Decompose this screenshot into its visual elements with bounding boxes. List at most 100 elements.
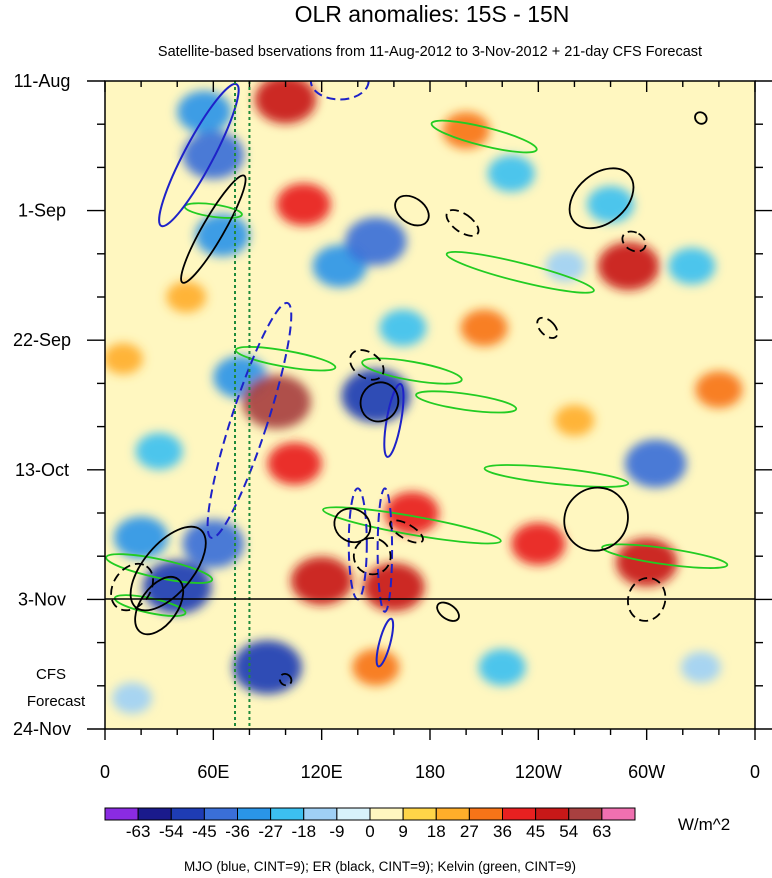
er-contour-12 [568, 167, 635, 230]
chart-subtitle: Satellite-based bservations from 11-Aug-… [158, 44, 702, 60]
colorbar-label-4: -27 [258, 822, 283, 841]
anomaly-cell-21 [267, 442, 322, 485]
colorbar-label-3: -36 [225, 822, 250, 841]
anomaly-cell-4 [345, 217, 407, 266]
anomaly-cell-10 [113, 516, 169, 559]
anomaly-cell-17 [135, 432, 183, 470]
anomaly-cell-18 [254, 81, 317, 124]
colorbar-swatch-9 [402, 807, 437, 821]
anomaly-cell-22 [290, 556, 353, 605]
kelvin-contour-0 [430, 119, 538, 154]
x-tick-label-3: 180 [415, 762, 445, 782]
colorbar-swatch-8 [369, 807, 404, 821]
colorbar-label-10: 27 [460, 822, 479, 841]
anomaly-cell-1 [182, 130, 245, 180]
anomaly-cell-30 [442, 111, 490, 149]
er-contour-5 [349, 349, 385, 381]
kelvin-contour-6 [322, 506, 502, 545]
colorbar-swatch-4 [237, 807, 272, 821]
x-tick-label-0: 0 [100, 762, 110, 782]
wave-contours [105, 81, 729, 687]
kelvin-contour-9 [415, 390, 518, 414]
mjo-contour-0 [158, 82, 240, 228]
er-contour-6 [394, 194, 430, 227]
colorbar-swatch-1 [137, 807, 172, 821]
colorbar-swatch-12 [502, 807, 537, 821]
anomaly-cell-6 [487, 155, 535, 192]
er-contour-9 [352, 537, 392, 576]
kelvin-contour-3 [361, 357, 463, 385]
colorbar-swatch-13 [535, 807, 570, 821]
anomaly-cell-28 [511, 522, 566, 566]
kelvin-contour-4 [234, 346, 337, 372]
reference-lines [234, 81, 251, 729]
colorbar-swatch-3 [203, 807, 238, 821]
forecast-label-forecast: Forecast [27, 693, 86, 710]
colorbar-label-8: 9 [398, 822, 407, 841]
er-contour-2 [134, 576, 185, 636]
er-contour-10 [389, 519, 424, 544]
y-tick-label-5: 24-Nov [13, 719, 71, 739]
anomaly-cell-27 [460, 309, 508, 347]
anomaly-cell-16 [478, 648, 526, 686]
anomaly-cell-12 [182, 519, 245, 568]
kelvin-contour-8 [601, 543, 729, 569]
colorbar-label-9: 18 [427, 822, 446, 841]
anomaly-cell-20 [242, 375, 311, 429]
kelvin-contour-1 [445, 250, 595, 294]
anomaly-cell-24 [384, 491, 440, 535]
colorbar-swatch-14 [568, 807, 603, 821]
anomaly-cell-13 [233, 640, 302, 695]
anomaly-cell-36 [545, 250, 586, 282]
x-tick-label-4: 120W [515, 762, 562, 782]
er-contour-0 [180, 174, 247, 284]
er-contour-18 [278, 672, 293, 687]
x-tick-label-6: 0 [750, 762, 760, 782]
colorbar-label-0: -63 [126, 822, 151, 841]
chart-title: OLR anomalies: 15S - 15N [295, 1, 570, 27]
anomaly-cell-32 [105, 343, 143, 375]
er-contour-8 [333, 507, 372, 544]
anomaly-cell-33 [554, 404, 595, 436]
colorbar-swatch-7 [336, 807, 371, 821]
colorbar-label-5: -18 [291, 822, 316, 841]
anomaly-cell-14 [624, 439, 687, 488]
colorbar-swatch-6 [303, 807, 338, 821]
er-contour-16 [536, 316, 559, 339]
anomaly-cell-15 [668, 247, 716, 285]
y-tick-label-2: 22-Sep [13, 330, 71, 350]
kelvin-contour-7 [105, 553, 214, 584]
colorbar-swatch-5 [270, 807, 305, 821]
colorbar-label-7: 0 [365, 822, 374, 841]
mjo-contour-6 [375, 617, 395, 668]
x-tick-label-5: 60W [628, 762, 665, 782]
colorbar-units: W/m^2 [678, 815, 730, 834]
mjo-contour-2 [206, 301, 293, 539]
contour-legend: MJO (blue, CINT=9); ER (black, CINT=9); … [184, 859, 576, 874]
anomaly-field [105, 81, 743, 714]
kelvin-contour-5 [483, 464, 630, 488]
y-tick-label-0: 11-Aug [14, 71, 71, 91]
mjo-contour-5 [376, 487, 394, 613]
x-tick-label-1: 60E [197, 762, 229, 782]
er-contour-13 [563, 486, 629, 552]
colorbar-swatch-15 [601, 807, 636, 821]
y-tick-labels: 11-Aug 1-Sep 22-Sep 13-Oct 3-Nov 24-Nov [13, 71, 71, 739]
anomaly-blobs [105, 81, 743, 714]
anomaly-cell-34 [680, 651, 721, 683]
colorbar-label-12: 45 [526, 822, 545, 841]
colorbar-swatch-11 [468, 807, 503, 821]
er-contour-3 [110, 562, 154, 612]
er-contour-17 [694, 111, 708, 125]
colorbar-label-1: -54 [159, 822, 184, 841]
axis-ticks [87, 80, 772, 740]
x-tick-labels: 0 60E 120E 180 120W 60W 0 [100, 762, 760, 782]
y-tick-label-1: 1-Sep [18, 201, 66, 221]
er-contour-7 [445, 209, 480, 237]
anomaly-cell-19 [276, 183, 331, 226]
anomaly-cell-23 [363, 562, 425, 612]
colorbar: -63 -54 -45 -36 -27 -18 -9 0 9 18 27 36 45 54 63 [104, 807, 636, 841]
colorbar-swatch-0 [104, 807, 139, 821]
colorbar-label-2: -45 [192, 822, 217, 841]
anomaly-cell-8 [341, 368, 411, 423]
